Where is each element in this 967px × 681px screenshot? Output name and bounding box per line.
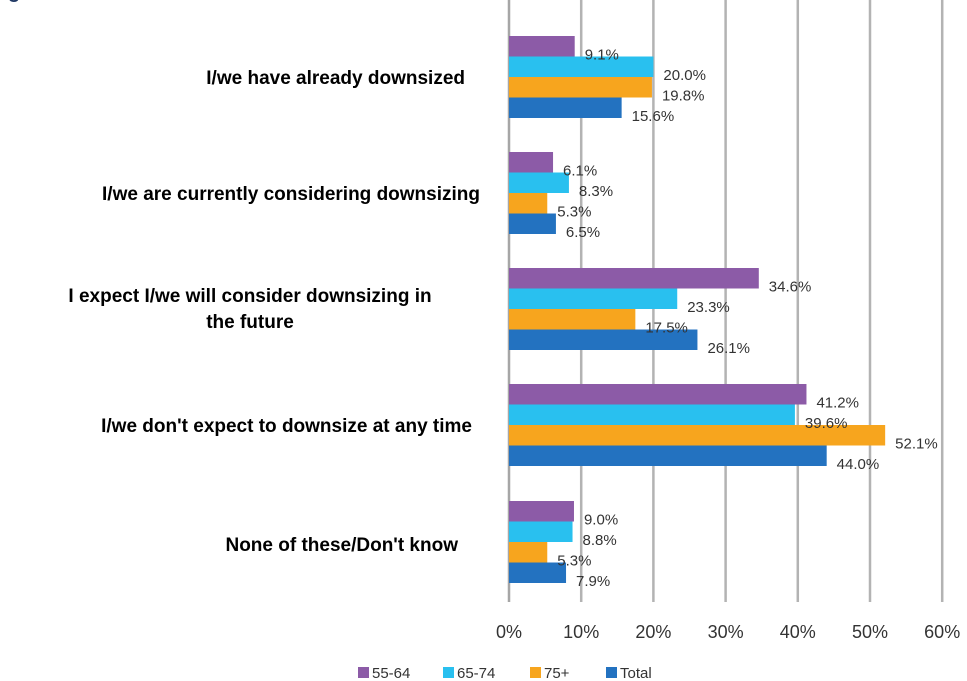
x-axis-ticks: 0% 10% 20% 30% 40% 50% 60%: [496, 622, 960, 642]
legend-label: 55-64: [372, 665, 410, 681]
legend: 55-64 65-74 75+ Total: [358, 665, 652, 681]
value-label: 6.5%: [566, 224, 600, 241]
legend-item: 65-74: [443, 665, 495, 681]
value-label: 41.2%: [816, 394, 859, 411]
chart-title: g: [8, 0, 20, 3]
x-tick-label: 30%: [708, 622, 744, 642]
value-label: 39.6%: [805, 415, 848, 432]
legend-label: 75+: [544, 665, 570, 681]
bar-65-74: [509, 521, 573, 542]
value-label: 20.0%: [663, 67, 706, 84]
x-tick-label: 60%: [924, 622, 960, 642]
bar-65-74: [509, 56, 654, 77]
value-label: 6.1%: [563, 162, 597, 179]
bar-65-74: [509, 288, 678, 309]
value-label: 52.1%: [895, 435, 938, 452]
legend-label: Total: [620, 665, 652, 681]
value-label: 8.8%: [583, 532, 617, 549]
bar-55-64: [509, 152, 554, 173]
legend-swatch: [358, 667, 369, 678]
bar-55-64: [509, 384, 807, 405]
bars: [509, 36, 886, 583]
legend-swatch: [606, 667, 617, 678]
bar-total: [509, 445, 827, 466]
bar-75-: [509, 77, 652, 98]
value-label: 44.0%: [837, 456, 880, 473]
category-label: I/we don't expect to downsize at any tim…: [101, 416, 472, 437]
bar-75-: [509, 193, 548, 214]
value-label: 23.3%: [687, 299, 730, 316]
bar-55-64: [509, 36, 575, 57]
category-label: the future: [206, 312, 294, 333]
bar-total: [509, 329, 698, 350]
x-tick-label: 40%: [780, 622, 816, 642]
x-tick-label: 50%: [852, 622, 888, 642]
value-label: 5.3%: [557, 203, 591, 220]
bar-55-64: [509, 268, 759, 289]
legend-item: Total: [606, 665, 652, 681]
bar-75-: [509, 425, 886, 446]
value-label: 15.6%: [632, 108, 675, 125]
value-labels: 9.1% 6.1% 34.6% 41.2% 9.0% 20.0% 8.3% 23.3% 39.6…: [557, 46, 937, 590]
x-tick-label: 20%: [635, 622, 671, 642]
category-label: I expect I/we will consider downsizing i…: [68, 286, 431, 307]
category-label: I/we have already downsized: [206, 68, 465, 89]
legend-item: 75+: [530, 665, 570, 681]
bar-65-74: [509, 172, 569, 193]
value-label: 34.6%: [769, 278, 812, 295]
value-label: 5.3%: [557, 552, 591, 569]
category-labels: I/we have already downsized I/we are curr…: [68, 68, 480, 556]
value-label: 8.3%: [579, 183, 613, 200]
x-tick-label: 10%: [563, 622, 599, 642]
category-label: I/we are currently considering downsizin…: [102, 184, 480, 205]
bar-75-: [509, 542, 548, 563]
bar-total: [509, 213, 556, 234]
bar-65-74: [509, 404, 795, 425]
legend-item: 55-64: [358, 665, 410, 681]
legend-swatch: [443, 667, 454, 678]
value-label: 19.8%: [662, 87, 705, 104]
category-label: None of these/Don't know: [225, 535, 458, 556]
bar-total: [509, 97, 622, 118]
legend-label: 65-74: [457, 665, 495, 681]
x-tick-label: 0%: [496, 622, 522, 642]
value-label: 7.9%: [576, 573, 610, 590]
bar-75-: [509, 309, 636, 330]
value-label: 9.0%: [584, 511, 618, 528]
bar-total: [509, 562, 567, 583]
value-label: 26.1%: [707, 340, 750, 357]
value-label: 17.5%: [645, 319, 688, 336]
legend-swatch: [530, 667, 541, 678]
value-label: 9.1%: [585, 46, 619, 63]
bar-55-64: [509, 501, 574, 522]
